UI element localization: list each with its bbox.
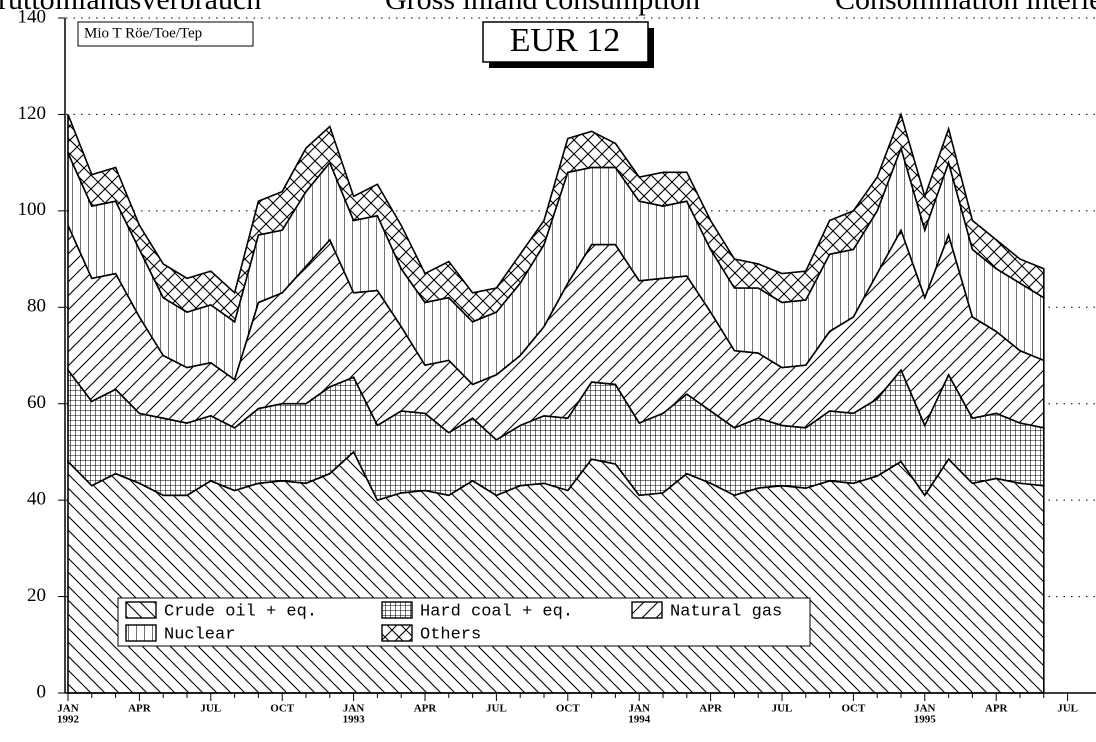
x-year-label: 1992 — [57, 714, 80, 726]
legend-label: Others — [420, 625, 481, 644]
unit-box — [77, 21, 254, 47]
chart-title: EUR 12 — [510, 22, 621, 59]
x-tick-label: JAN — [57, 703, 78, 715]
legend-swatch — [381, 624, 413, 642]
legend-label: Hard coal + eq. — [420, 602, 573, 621]
y-tick-label: 100 — [18, 199, 47, 220]
y-tick-label: 80 — [27, 296, 46, 317]
x-tick-label: APR — [128, 703, 152, 715]
x-tick-label: JUL — [1057, 703, 1078, 715]
x-year-label: 1994 — [628, 714, 651, 726]
x-year-label: 1995 — [914, 714, 937, 726]
x-tick-label: JAN — [629, 703, 650, 715]
x-tick-label: JUL — [486, 703, 507, 715]
y-tick-label: 20 — [27, 585, 46, 606]
y-tick-label: 140 — [18, 6, 47, 27]
x-tick-label: OCT — [556, 703, 581, 715]
x-tick-label: APR — [699, 703, 723, 715]
legend-box — [117, 597, 811, 647]
y-tick-label: 40 — [27, 489, 46, 510]
area — [67, 111, 1045, 324]
x-tick-label: OCT — [270, 703, 295, 715]
header-text: Consommation intérieure brute — [835, 0, 1096, 16]
y-tick-label: 120 — [18, 103, 47, 124]
y-tick-label: 60 — [27, 392, 46, 413]
legend-swatch — [381, 601, 413, 619]
legend-label: Nuclear — [164, 625, 235, 644]
x-tick-label: JUL — [772, 703, 793, 715]
unit-label: Mio T Röe/Toe/Tep — [84, 25, 202, 41]
x-tick-label: OCT — [841, 703, 866, 715]
legend-label: Natural gas — [670, 602, 782, 621]
legend-label: Crude oil + eq. — [164, 602, 317, 621]
x-tick-label: APR — [414, 703, 438, 715]
x-year-label: 1993 — [343, 714, 366, 726]
x-tick-label: JAN — [914, 703, 935, 715]
area — [67, 450, 1045, 694]
legend-swatch — [125, 624, 157, 642]
header-text: Gross inland consumption — [385, 0, 700, 16]
x-tick-label: JAN — [343, 703, 364, 715]
header-text: Bruttoinlandsverbrauch — [0, 0, 261, 16]
legend-swatch — [631, 601, 663, 619]
x-tick-label: JUL — [200, 703, 221, 715]
legend-swatch — [125, 601, 157, 619]
y-tick-label: 0 — [37, 681, 47, 702]
title-box — [482, 21, 649, 63]
x-tick-label: APR — [985, 703, 1009, 715]
